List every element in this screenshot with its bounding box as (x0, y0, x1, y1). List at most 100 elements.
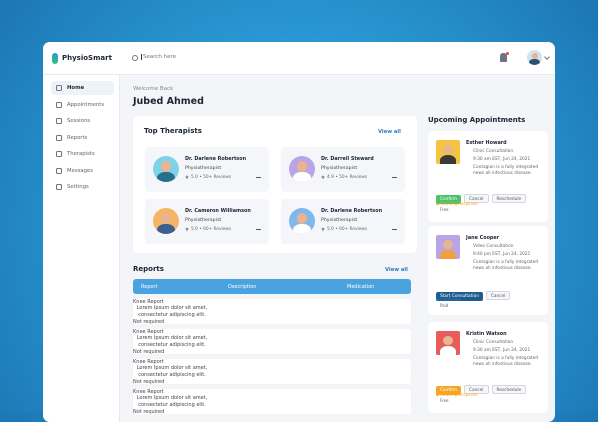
top-therapists-card: Top Therapists View all Dr. Darlene Robe… (133, 116, 417, 253)
table-cell: Lorem Ipsum dolor sit amet, consectetur … (136, 335, 208, 348)
reports-table: Report Description Medication Knee Report L… (120, 279, 420, 422)
action-button[interactable]: Reschedule (491, 194, 527, 203)
consultation-type: Clinic Consultation (473, 149, 514, 154)
brand: PhysioSmart (62, 54, 112, 62)
action-button[interactable]: Cancel (463, 194, 489, 203)
patient-name: Esther Howard (466, 140, 507, 146)
appointment-status: Confirmed (440, 297, 461, 302)
avatar (153, 156, 179, 182)
appointment-time: 9:40 pm EST, Jun 24, 2021 (473, 252, 531, 257)
nav-item[interactable]: Reports (51, 131, 114, 145)
action-button[interactable]: Reschedule (491, 385, 527, 394)
status-dot (436, 298, 439, 301)
table-cell: Lorem Ipsum dolor sit amet, consectetur … (136, 365, 208, 378)
appointment-card: Kristin Watson Clinic Consultation 9:30 am… (428, 322, 548, 413)
table-cell: Lorem Ipsum dolor sit amet, consectetur … (136, 305, 208, 318)
therapist-rating: 4.9 • 50+ Reviews (327, 175, 368, 180)
table-row: Knee Report Lorem Ipsum dolor sit amet, c… (133, 389, 411, 415)
therapist-card[interactable]: Dr. Darlene Robertson Physiotherapist 5.0 … (281, 199, 405, 244)
search-icon (132, 55, 138, 61)
table-cell: Knee Report (133, 389, 164, 395)
user-name: Jubed Ahmed (133, 96, 204, 107)
status-dot (436, 393, 439, 396)
notification-dot (506, 52, 509, 55)
nav-item[interactable]: Appointments (51, 98, 114, 112)
appointment-card: Jane Cooper Video Consultation 9:40 pm EST… (428, 226, 548, 315)
appointment-status: Awaiting Response (440, 392, 478, 397)
action-button[interactable]: Confirm (436, 195, 461, 204)
nav-item[interactable]: Home (51, 81, 114, 95)
avatar (289, 208, 315, 234)
action-bar: Confirm Cancel Reschedule (436, 376, 529, 395)
star-icon (321, 175, 325, 179)
nav-icon (56, 167, 62, 174)
table-cell: Lorem Ipsum dolor sit amet, consectetur … (136, 395, 208, 408)
nav-item[interactable]: Settings (51, 180, 114, 194)
action-button[interactable]: Confirm (436, 386, 461, 395)
action-button[interactable]: Cancel (463, 385, 489, 394)
arrow-icon[interactable] (392, 177, 397, 178)
table-cell: Knee Report (133, 329, 164, 335)
therapist-name: Dr. Darrell Steward (321, 156, 374, 162)
table-cell: Knee Report (133, 299, 164, 305)
patient-name: Jane Cooper (466, 235, 500, 241)
greeting: Welcome Back (133, 86, 174, 92)
therapist-card[interactable]: Dr. Darrell Steward Physiotherapist 4.9 • … (281, 147, 405, 192)
therapist-rating: 5.0 • 60+ Reviews (327, 227, 368, 232)
nav-icon (56, 151, 62, 157)
status-dot (436, 202, 439, 205)
star-icon (185, 175, 189, 179)
arrow-icon[interactable] (392, 229, 397, 230)
appointment-time: 9:30 am EST, Jun 24, 2021 (473, 157, 531, 162)
table-cell: Not required (133, 319, 165, 325)
arrow-icon[interactable] (256, 177, 261, 178)
logo (52, 53, 58, 64)
view-all-link[interactable]: View all (385, 267, 408, 273)
section-title: Upcoming Appointments (428, 116, 526, 124)
nav-icon (56, 184, 62, 190)
therapist-card[interactable]: Dr. Cameron Williamson Physiotherapist 5.0… (145, 199, 269, 244)
nav-item[interactable]: Therapists (51, 147, 114, 161)
top-bar: PhysioSmart Search here (43, 42, 555, 75)
avatar (289, 156, 315, 182)
search-input[interactable]: Search here (141, 54, 177, 60)
sidebar: Home Appointments Sessions Reports Therapist… (43, 75, 120, 422)
appointment-note: Contagion is a fully integrated news all… (473, 356, 539, 367)
action-bar: Confirm Cancel Reschedule (436, 185, 529, 204)
consultation-type: Clinic Consultation (473, 340, 514, 345)
table-row: Knee Report Lorem Ipsum dolor sit amet, c… (133, 359, 411, 385)
table-cell: Not required (133, 349, 165, 355)
table-row: Knee Report Lorem Ipsum dolor sit amet, c… (133, 329, 411, 355)
appointment-card: Esther Howard Clinic Consultation 9:30 am … (428, 131, 548, 222)
therapist-rating: 5.0 • 50+ Reviews (191, 175, 232, 180)
nav-icon (56, 85, 62, 91)
table-header: Report Description Medication (133, 279, 411, 294)
action-button[interactable]: Start Consultation (436, 292, 483, 301)
user-avatar[interactable] (527, 50, 542, 65)
therapist-role: Physiotherapist (185, 166, 222, 171)
appointments-list: Esther Howard Clinic Consultation 9:30 am … (428, 131, 548, 422)
app-window: PhysioSmart Search here Home Appointments… (43, 42, 555, 422)
avatar (436, 140, 460, 164)
avatar (436, 331, 460, 355)
action-button[interactable]: Cancel (485, 291, 511, 300)
arrow-icon[interactable] (256, 229, 261, 230)
nav-icon (56, 134, 62, 141)
appointment-note: Contagion is a fully integrated news all… (473, 260, 539, 271)
star-icon (321, 227, 325, 231)
therapist-card[interactable]: Dr. Darlene Robertson Physiotherapist 5.0 … (145, 147, 269, 192)
nav-item[interactable]: Sessions (51, 114, 114, 128)
therapist-name: Dr. Cameron Williamson (185, 208, 251, 214)
table-row: Knee Report Lorem Ipsum dolor sit amet, c… (133, 299, 411, 325)
section-title: Top Therapists (144, 127, 202, 135)
dropdown-arrow[interactable] (544, 54, 550, 60)
nav-item[interactable]: Messages (51, 164, 114, 178)
section-title: Reports (133, 265, 164, 273)
view-all-link[interactable]: View all (378, 129, 401, 135)
table-cell: Not required (133, 379, 165, 385)
notification-bell[interactable] (500, 53, 507, 62)
therapist-rating: 5.0 • 60+ Reviews (191, 227, 232, 232)
nav-icon (56, 101, 62, 108)
consultation-type: Video Consultation (473, 244, 514, 249)
